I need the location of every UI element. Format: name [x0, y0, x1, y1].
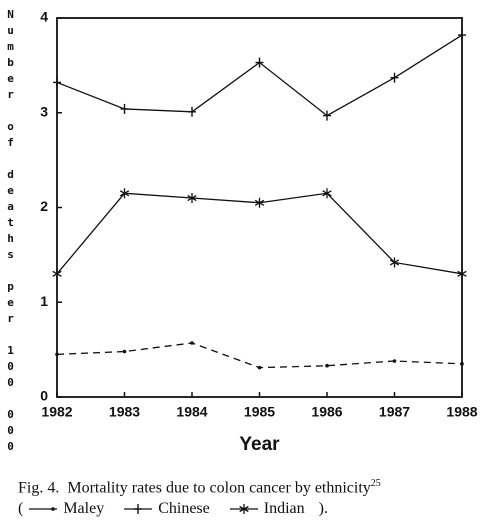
data-point	[122, 349, 127, 354]
marker-dot	[392, 359, 397, 363]
y-tick-label: 4	[40, 9, 48, 25]
data-point	[392, 359, 397, 363]
data-point	[457, 268, 467, 279]
data-point	[323, 110, 331, 121]
marker-dot	[460, 362, 464, 366]
y-tick-label: 3	[40, 103, 48, 119]
marker-stroke	[187, 194, 197, 202]
y-tick-label: 1	[40, 293, 48, 309]
data-point	[254, 197, 265, 208]
marker-dot	[257, 365, 262, 370]
marker-stroke	[322, 190, 332, 197]
caption: Fig. 4. Mortality rates due to colon can…	[18, 478, 381, 497]
data-point	[322, 188, 332, 199]
marker-dot	[55, 352, 59, 357]
data-point	[187, 193, 197, 204]
caption-text: Fig. 4. Mortality rates due to colon can…	[18, 479, 371, 497]
marker-dot	[51, 507, 56, 511]
legend-symbol	[229, 504, 258, 514]
data-point	[120, 103, 129, 114]
data-point	[255, 57, 264, 68]
data-point	[458, 30, 466, 41]
data-point	[460, 362, 464, 366]
data-point	[390, 72, 399, 83]
data-point	[188, 106, 196, 117]
legend: ( Maley Chinese Indian).	[18, 500, 328, 518]
marker-stroke	[254, 199, 265, 206]
data-point	[52, 268, 62, 279]
legend-label: Indian	[263, 500, 305, 517]
data-point	[53, 77, 61, 88]
x-axis-label: Year	[239, 434, 280, 455]
marker-stroke	[239, 505, 249, 513]
data-point	[55, 352, 59, 357]
data-point	[325, 363, 329, 368]
marker-dot	[190, 341, 194, 345]
legend-symbol	[124, 504, 153, 514]
x-tick-label: 1985	[244, 404, 275, 420]
x-tick-label: 1984	[176, 404, 207, 420]
data-point	[389, 257, 400, 268]
marker-stroke	[389, 259, 400, 266]
legend-symbol	[29, 507, 58, 511]
y-tick-label: 0	[40, 388, 48, 404]
data-point	[257, 365, 262, 370]
chart: 0 1 2 3 4 1982 1983 1984 1985 1986 1987 1988 Year	[40, 9, 478, 455]
data-point	[190, 341, 194, 345]
legend-label: Chinese	[158, 500, 210, 517]
series-line	[56, 342, 463, 369]
x-tick-label: 1988	[446, 404, 477, 420]
y-tick-label: 2	[40, 198, 48, 214]
x-tick-label: 1983	[109, 404, 140, 420]
x-tick-label: 1987	[379, 404, 410, 420]
legend-close: ).	[318, 500, 328, 517]
marker-stroke	[52, 270, 62, 277]
legend-open: (	[18, 500, 24, 517]
marker-stroke	[119, 190, 130, 197]
caption-ref: 25	[370, 478, 381, 489]
marker-stroke	[457, 270, 467, 277]
legend-label: Maley	[63, 500, 105, 517]
x-tick-label: 1982	[41, 404, 72, 420]
x-tick-label: 1986	[311, 404, 342, 420]
marker-dot	[325, 363, 329, 368]
data-point	[119, 188, 130, 199]
marker-dot	[122, 349, 127, 354]
y-axis-label: Number of deaths per 100 000	[4, 8, 17, 456]
series-line	[56, 34, 463, 117]
